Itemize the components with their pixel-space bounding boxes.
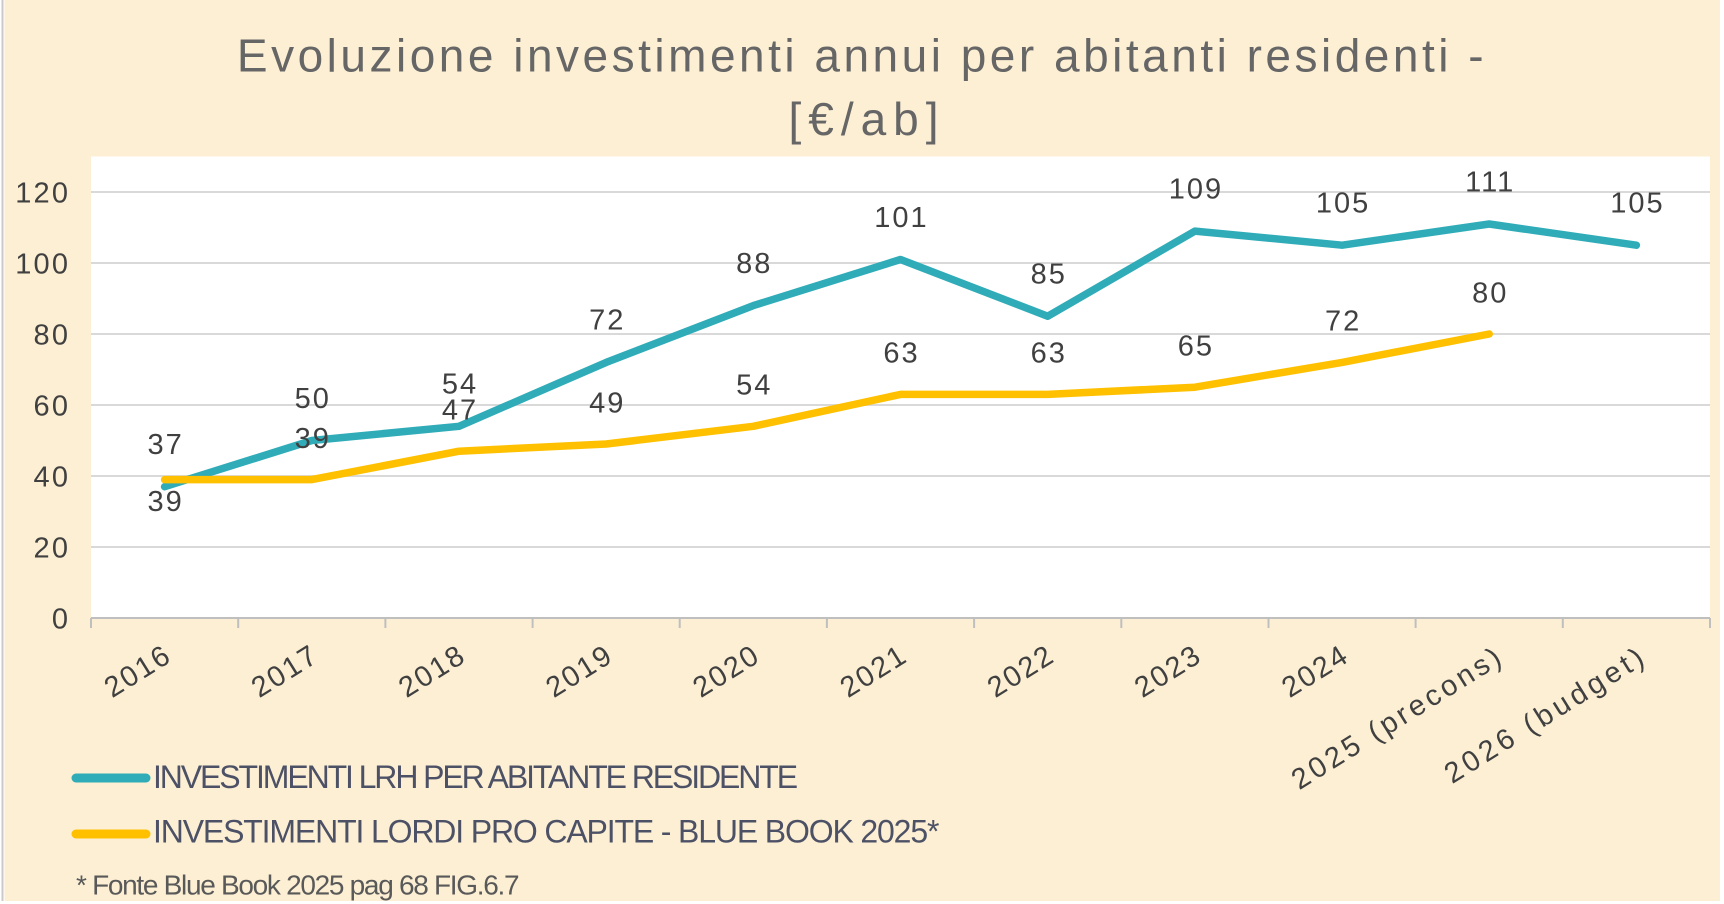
- svg-text:101: 101: [874, 202, 928, 234]
- svg-text:109: 109: [1169, 173, 1223, 205]
- svg-text:50: 50: [295, 383, 331, 415]
- svg-text:63: 63: [883, 338, 919, 370]
- svg-text:[€/ab]: [€/ab]: [788, 93, 945, 145]
- svg-text:105: 105: [1316, 188, 1370, 220]
- svg-text:100: 100: [15, 248, 70, 280]
- svg-text:INVESTIMENTI LORDI PRO CAPITE: INVESTIMENTI LORDI PRO CAPITE - BLUE BOO…: [153, 814, 939, 850]
- svg-text:80: 80: [34, 319, 71, 351]
- svg-text:111: 111: [1465, 166, 1515, 198]
- svg-text:65: 65: [1178, 331, 1214, 363]
- svg-text:60: 60: [34, 390, 71, 422]
- svg-text:54: 54: [442, 369, 478, 401]
- svg-text:* Fonte Blue Book 2025 pag 68: * Fonte Blue Book 2025 pag 68 FIG.6.7: [76, 870, 519, 901]
- svg-text:INVESTIMENTI LRH PER ABITANTE: INVESTIMENTI LRH PER ABITANTE RESIDENTE: [153, 759, 797, 795]
- svg-text:80: 80: [1472, 277, 1508, 309]
- svg-text:40: 40: [34, 461, 71, 493]
- svg-text:39: 39: [295, 423, 331, 455]
- svg-text:88: 88: [736, 248, 772, 280]
- svg-text:72: 72: [1325, 306, 1361, 338]
- svg-text:54: 54: [736, 370, 772, 402]
- svg-text:20: 20: [34, 532, 71, 564]
- svg-text:63: 63: [1031, 338, 1067, 370]
- svg-text:Evoluzione investimenti annui: Evoluzione investimenti annui per abitan…: [237, 29, 1487, 81]
- svg-text:49: 49: [589, 387, 625, 419]
- svg-text:39: 39: [147, 486, 183, 518]
- svg-text:120: 120: [15, 177, 70, 209]
- svg-text:0: 0: [52, 603, 70, 635]
- svg-text:85: 85: [1031, 259, 1067, 291]
- svg-text:72: 72: [589, 305, 625, 337]
- svg-text:105: 105: [1610, 188, 1664, 220]
- svg-text:47: 47: [442, 395, 478, 427]
- svg-text:37: 37: [147, 429, 183, 461]
